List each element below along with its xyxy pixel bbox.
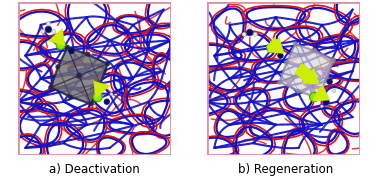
Polygon shape [51,47,107,104]
Circle shape [104,99,110,105]
Circle shape [278,80,281,84]
Circle shape [304,69,309,73]
Circle shape [316,96,319,100]
Circle shape [46,22,50,26]
Circle shape [93,93,102,102]
Circle shape [41,29,45,33]
Circle shape [99,83,102,86]
Circle shape [321,105,324,108]
Circle shape [325,77,328,81]
Text: a) Deactivation: a) Deactivation [49,163,140,176]
Circle shape [278,53,283,58]
Circle shape [242,32,246,36]
Circle shape [95,82,100,88]
Circle shape [49,86,53,89]
Circle shape [52,29,56,33]
Circle shape [56,40,65,49]
Circle shape [253,32,257,36]
Text: b) Regeneration: b) Regeneration [238,163,333,176]
Circle shape [77,73,81,78]
Circle shape [333,89,336,93]
Circle shape [285,61,288,64]
Circle shape [296,89,300,93]
Circle shape [56,65,60,69]
Circle shape [93,105,96,108]
Circle shape [313,49,317,53]
Circle shape [294,42,297,46]
Circle shape [68,95,72,99]
Circle shape [110,93,113,95]
Circle shape [246,29,253,36]
Circle shape [327,79,332,84]
Circle shape [106,62,109,66]
Polygon shape [280,44,333,98]
Circle shape [86,52,90,56]
Circle shape [248,25,252,29]
Circle shape [89,102,93,106]
Bar [207,2,360,155]
Circle shape [45,26,52,33]
Circle shape [332,58,335,62]
Circle shape [69,48,74,54]
Circle shape [266,43,276,53]
Bar [18,2,171,155]
Circle shape [310,93,319,102]
Circle shape [65,45,69,49]
Circle shape [324,99,329,105]
